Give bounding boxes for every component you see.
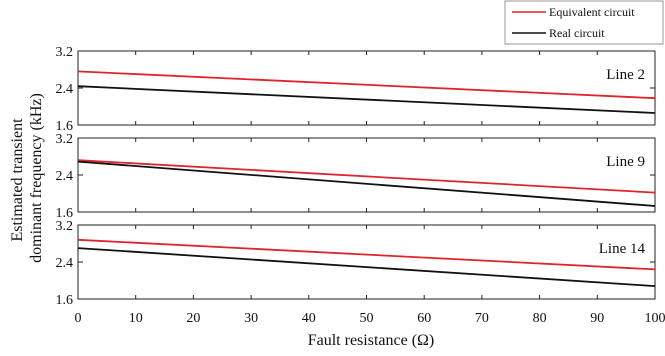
x-tick-label: 0: [75, 311, 82, 326]
y-tick-label: 1.6: [56, 293, 74, 308]
series-line-real-circuit: [77, 247, 656, 287]
series-line-equivalent-circuit: [77, 70, 656, 100]
x-tick-label: 70: [475, 311, 489, 326]
panel-label: Line 2: [606, 67, 645, 83]
x-tick-label: 40: [302, 311, 316, 326]
panel-frame: [77, 224, 656, 300]
x-axis-label: Fault resistance (Ω): [308, 332, 435, 349]
x-tick-label: 100: [645, 311, 665, 326]
y-tick-label: 2.4: [56, 169, 74, 184]
panel-1: 1.6 2.4 3.2 Line 2: [56, 45, 656, 134]
y-tick-label: 2.4: [56, 256, 74, 271]
y-axis-label: Estimated transient dominant frequency (…: [9, 93, 45, 263]
y-tick-label: 1.6: [56, 206, 74, 221]
legend-label-equivalent: Equivalent circuit: [549, 5, 635, 19]
panel-frame: [77, 137, 656, 213]
panel-label: Line 14: [599, 241, 646, 257]
panel-label: Line 9: [606, 154, 645, 170]
y-tick-label: 1.6: [56, 119, 74, 134]
series-line-equivalent-circuit: [77, 159, 656, 194]
legend: Equivalent circuit Real circuit: [504, 0, 664, 45]
x-tick-label: 10: [129, 311, 143, 326]
y-tick-label: 3.2: [56, 219, 74, 234]
legend-box: [504, 0, 664, 45]
y-axis-label-line-1: Estimated transient: [9, 118, 26, 242]
y-tick-label: 3.2: [56, 45, 74, 60]
series-line-real-circuit: [77, 160, 656, 207]
y-axis-label-line-2: dominant frequency (kHz): [28, 93, 45, 263]
x-tick-label: 90: [590, 311, 604, 326]
panel-frame: [77, 50, 656, 126]
x-tick-label: 30: [244, 311, 258, 326]
y-tick-label: 3.2: [56, 132, 74, 147]
x-tick-label: 20: [186, 311, 200, 326]
x-tick-label: 60: [417, 311, 431, 326]
y-tick-label: 2.4: [56, 82, 74, 97]
legend-label-real: Real circuit: [549, 26, 605, 40]
panel-2: 1.6 2.4 3.2 Line 9: [56, 132, 656, 221]
series-line-equivalent-circuit: [77, 238, 656, 271]
x-axis: 0 10 20 30 40 50 60 70 80 90 100: [75, 311, 665, 326]
panel-3: 1.6 2.4 3.2 Line 14: [56, 219, 656, 308]
x-tick-label: 80: [533, 311, 547, 326]
series-line-real-circuit: [77, 85, 656, 114]
chart-panels: 1.6 2.4 3.2 Line 2 1.6 2.4 3.2 Line 9 1.6 2.4 3.2 L…: [56, 45, 656, 308]
x-tick-label: 50: [360, 311, 374, 326]
